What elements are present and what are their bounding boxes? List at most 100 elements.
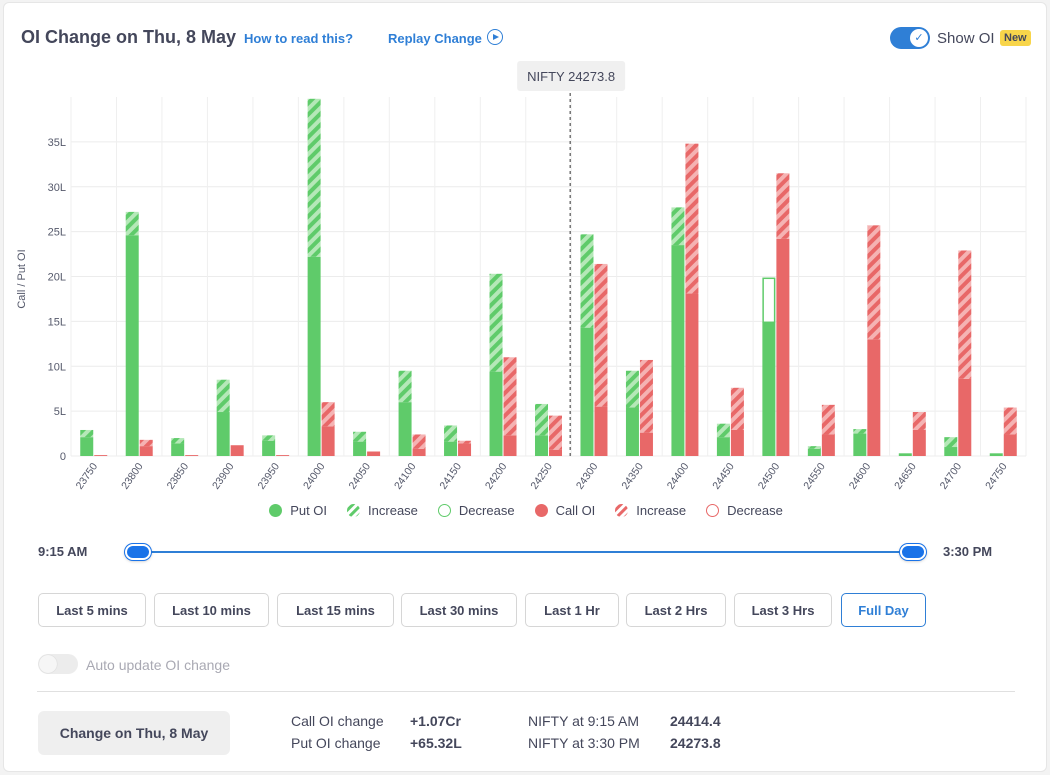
range-button-last-2-hrs[interactable]: Last 2 Hrs — [626, 593, 726, 627]
put-oi-bar — [716, 437, 730, 456]
call-increase-bar — [685, 143, 699, 294]
x-tick-label: 24100 — [392, 461, 419, 492]
call-increase-bar — [412, 434, 426, 449]
put-oi-bar — [762, 322, 776, 456]
auto-update-label: Auto update OI change — [86, 657, 230, 673]
put-decrease-swatch — [437, 504, 451, 517]
call-oi-bar — [912, 429, 926, 456]
x-tick-label: 23850 — [165, 461, 192, 492]
put-oi-bar — [353, 441, 367, 456]
put-oi-bar — [489, 371, 503, 456]
put-increase-swatch — [347, 504, 361, 517]
put-decrease-bar — [762, 277, 776, 324]
x-tick-label: 24450 — [710, 461, 737, 492]
legend-put-decrease-label: Decrease — [458, 503, 515, 518]
slider-start-handle[interactable] — [125, 544, 151, 560]
call-oi-change-value: +1.07Cr — [410, 713, 461, 729]
call-oi-bar — [867, 339, 881, 456]
put-oi-bar — [171, 443, 185, 456]
legend-call-decrease-label: Decrease — [727, 503, 783, 518]
slider-end-time: 3:30 PM — [943, 544, 993, 559]
range-button-full-day[interactable]: Full Day — [841, 593, 926, 627]
slider-start-time: 9:15 AM — [38, 544, 88, 559]
x-tick-label: 23900 — [210, 461, 237, 492]
put-oi-bar — [125, 235, 139, 456]
put-oi-bar — [535, 435, 548, 456]
put-increase-bar — [671, 207, 685, 246]
range-button-last-30-mins[interactable]: Last 30 mins — [401, 593, 517, 627]
put-increase-bar — [444, 425, 458, 442]
legend-put-oi: Put OI — [269, 503, 327, 518]
put-oi-bar — [262, 440, 276, 456]
put-oi-bar — [625, 407, 639, 456]
x-tick-label: 24550 — [801, 461, 828, 492]
put-oi-change-label: Put OI change — [291, 735, 381, 751]
call-oi-bar — [594, 406, 608, 456]
range-button-last-5-mins[interactable]: Last 5 mins — [38, 593, 146, 627]
legend-call-oi: Call OI — [534, 503, 596, 518]
put-increase-bar — [716, 423, 730, 438]
x-tick-label: 24400 — [665, 461, 692, 492]
call-oi-change-label: Call OI change — [291, 713, 384, 729]
put-oi-bar — [398, 402, 412, 456]
put-oi-bar — [307, 256, 321, 456]
put-increase-bar — [353, 431, 367, 442]
call-oi-bar — [1003, 434, 1017, 456]
range-button-last-3-hrs[interactable]: Last 3 Hrs — [734, 593, 832, 627]
y-tick-label: 10L — [48, 361, 66, 373]
x-tick-label: 24650 — [892, 461, 919, 492]
call-increase-swatch — [615, 504, 629, 517]
call-oi-bar — [958, 378, 972, 456]
legend-call-oi-label: Call OI — [555, 503, 596, 518]
call-increase-bar — [503, 357, 517, 436]
put-oi-bar — [80, 437, 94, 456]
y-tick-label: 0 — [60, 451, 66, 463]
call-increase-bar — [1003, 407, 1017, 435]
call-increase-bar — [730, 387, 744, 430]
spot-price-label: NIFTY 24273.8 — [527, 69, 615, 84]
y-tick-label: 30L — [48, 182, 66, 194]
spot-price-tooltip — [517, 61, 626, 91]
show-oi-label: Show OI — [937, 30, 995, 47]
slider-end-handle[interactable] — [900, 544, 926, 560]
oi-bar-chart: 0 5L 10L 15L 20L 25L 30L 35L 23750 23800 23850 239… — [16, 61, 1027, 492]
call-oi-bar — [821, 434, 835, 456]
put-increase-bar — [535, 403, 548, 436]
call-oi-bar — [276, 455, 290, 456]
nifty-open-value: 24414.4 — [670, 713, 721, 729]
y-tick-label: 20L — [48, 272, 66, 284]
call-increase-bar — [639, 359, 653, 433]
put-oi-change-value: +65.32L — [410, 735, 462, 751]
replay-change-link[interactable]: Replay Change — [388, 31, 482, 46]
call-oi-bar — [549, 449, 562, 456]
put-increase-bar — [125, 211, 139, 236]
put-oi-bar — [853, 433, 867, 456]
x-tick-label: 24000 — [301, 461, 328, 492]
range-button-last-15-mins[interactable]: Last 15 mins — [277, 593, 394, 627]
change-day-button[interactable]: Change on Thu, 8 May — [38, 711, 230, 755]
call-oi-swatch — [534, 504, 548, 517]
legend-put-decrease: Decrease — [437, 503, 515, 518]
call-increase-bar — [776, 173, 790, 239]
chart-legend: Put OI Increase Decrease Call OI Increas… — [4, 503, 1048, 518]
how-to-read-link[interactable]: How to read this? — [244, 31, 354, 46]
call-increase-bar — [867, 225, 881, 340]
check-icon: ✓ — [910, 29, 928, 47]
call-decrease-swatch — [706, 504, 720, 517]
range-button-last-1-hr[interactable]: Last 1 Hr — [525, 593, 619, 627]
time-range-slider-track[interactable] — [140, 551, 912, 553]
nifty-open-label: NIFTY at 9:15 AM — [528, 713, 640, 729]
play-circle-icon[interactable] — [487, 29, 503, 45]
x-tick-label: 23750 — [74, 461, 101, 492]
show-oi-toggle[interactable]: ✓ — [890, 27, 930, 49]
call-oi-bar — [230, 445, 244, 456]
put-oi-bar — [671, 245, 685, 456]
call-oi-bar — [139, 446, 153, 456]
call-oi-bar — [776, 238, 790, 456]
put-oi-bar — [989, 453, 1003, 456]
auto-update-toggle[interactable] — [38, 654, 78, 674]
x-tick-label: 24750 — [983, 461, 1010, 492]
call-increase-bar — [821, 404, 835, 435]
range-button-last-10-mins[interactable]: Last 10 mins — [154, 593, 269, 627]
put-oi-bar — [807, 448, 821, 456]
